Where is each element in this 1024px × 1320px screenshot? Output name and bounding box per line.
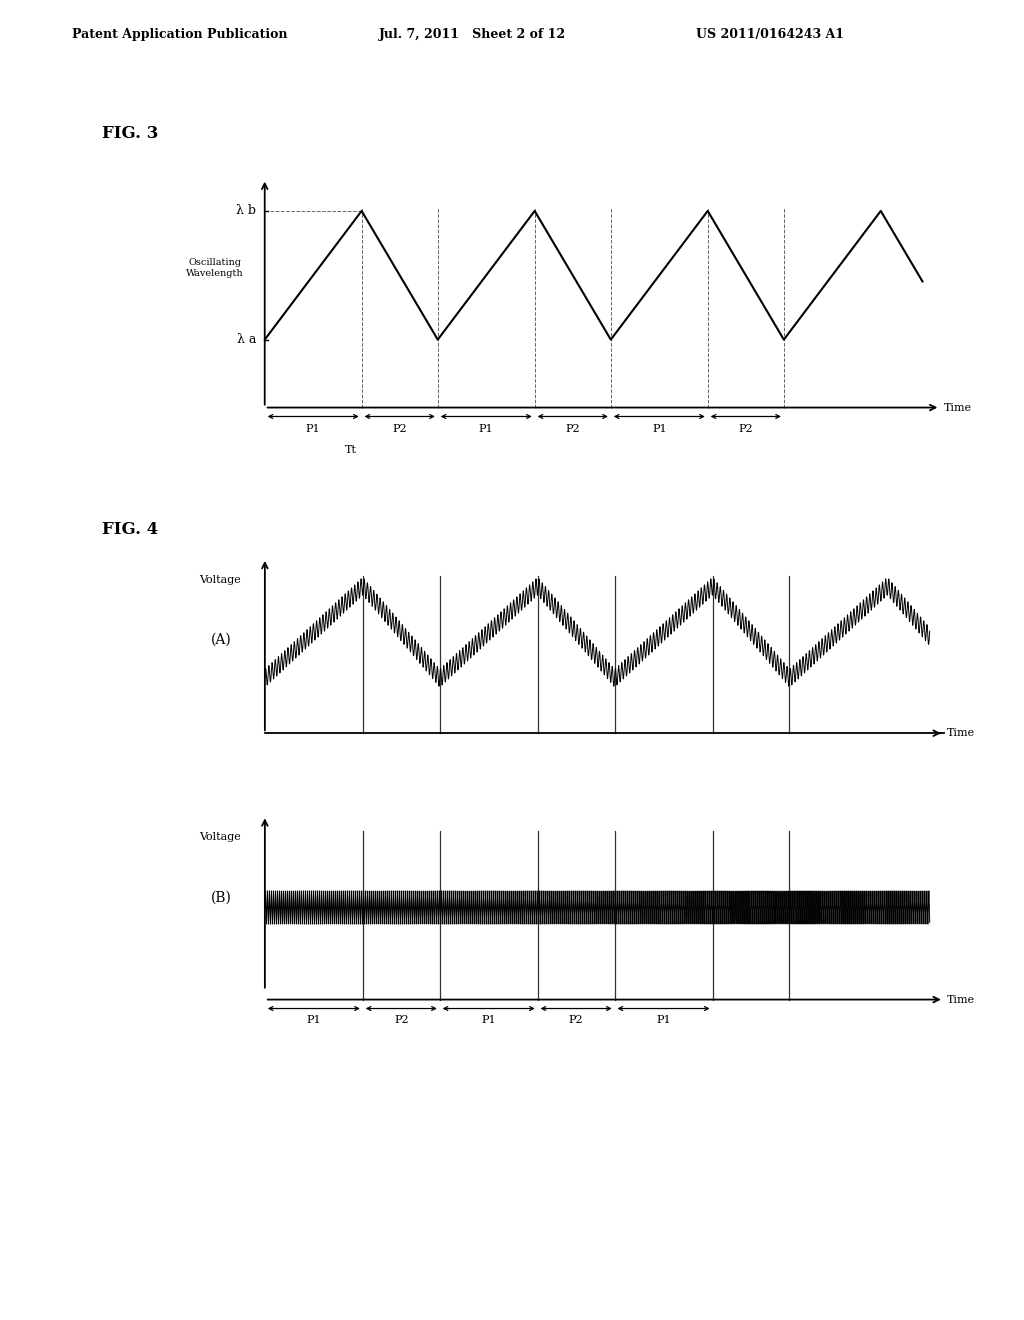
Text: Time: Time	[947, 994, 975, 1005]
Text: P1: P1	[306, 424, 321, 434]
Text: λ a: λ a	[237, 333, 256, 346]
Text: Time: Time	[944, 403, 972, 413]
Text: (A): (A)	[211, 632, 231, 647]
Text: FIG. 4: FIG. 4	[102, 521, 159, 539]
Text: λ b: λ b	[237, 205, 256, 218]
Text: P2: P2	[392, 424, 407, 434]
Text: Patent Application Publication: Patent Application Publication	[72, 28, 287, 41]
Text: Tt: Tt	[345, 445, 357, 455]
Text: FIG. 3: FIG. 3	[102, 125, 159, 143]
Text: P1: P1	[652, 424, 667, 434]
Text: P1: P1	[481, 1015, 496, 1024]
Text: Jul. 7, 2011   Sheet 2 of 12: Jul. 7, 2011 Sheet 2 of 12	[379, 28, 566, 41]
Text: (B): (B)	[211, 890, 232, 904]
Text: Voltage: Voltage	[199, 832, 241, 842]
Text: P2: P2	[565, 424, 580, 434]
Text: P1: P1	[479, 424, 494, 434]
Text: P1: P1	[306, 1015, 322, 1024]
Text: P1: P1	[656, 1015, 671, 1024]
Text: Voltage: Voltage	[199, 574, 241, 585]
Text: US 2011/0164243 A1: US 2011/0164243 A1	[696, 28, 845, 41]
Text: P2: P2	[738, 424, 753, 434]
Text: P2: P2	[568, 1015, 584, 1024]
Text: P2: P2	[394, 1015, 409, 1024]
Text: Time: Time	[947, 729, 975, 738]
Text: Oscillating
Wavelength: Oscillating Wavelength	[186, 259, 244, 277]
